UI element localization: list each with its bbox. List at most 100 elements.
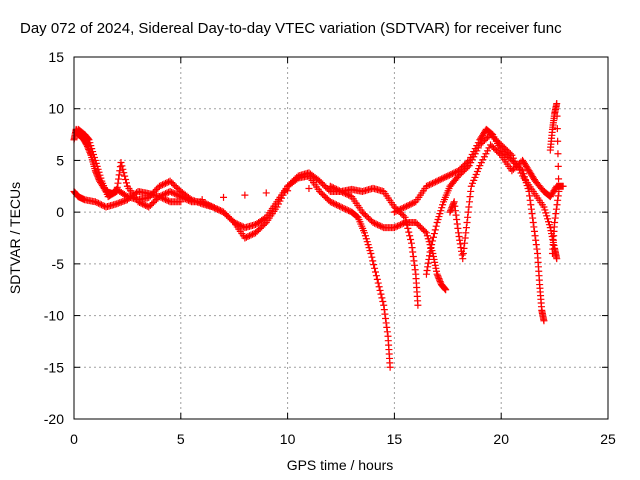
data-point	[174, 185, 182, 193]
data-point	[464, 163, 472, 171]
data-point	[291, 175, 299, 183]
data-point	[454, 172, 462, 180]
data-point	[236, 221, 244, 229]
data-point	[470, 153, 478, 161]
data-point	[325, 186, 333, 194]
data-point	[323, 195, 331, 203]
data-point	[329, 199, 337, 207]
x-tick-label: 5	[177, 431, 185, 447]
data-point	[412, 218, 420, 226]
data-point	[235, 221, 243, 229]
data-point	[509, 165, 517, 173]
y-tick-label: 15	[48, 49, 64, 65]
data-point	[463, 218, 471, 226]
data-point	[462, 224, 470, 232]
data-point	[226, 214, 234, 222]
data-point	[487, 131, 495, 139]
data-point	[554, 192, 562, 200]
y-tick-label: -20	[44, 411, 64, 427]
data-point	[317, 189, 325, 197]
data-point	[461, 239, 469, 247]
data-point	[413, 220, 421, 228]
data-point	[85, 145, 93, 153]
data-point	[467, 182, 475, 190]
data-point	[511, 164, 519, 172]
data-point	[369, 218, 377, 226]
data-point	[447, 205, 455, 213]
data-point	[547, 227, 555, 235]
data-point	[414, 301, 422, 309]
data-point	[320, 182, 328, 190]
data-point	[151, 197, 159, 205]
data-point	[145, 203, 153, 211]
data-point	[157, 193, 165, 201]
data-point	[85, 136, 93, 144]
data-point	[466, 193, 474, 201]
data-point	[464, 208, 472, 216]
data-point	[326, 198, 334, 206]
data-point	[382, 319, 390, 327]
data-point	[119, 165, 127, 173]
data-point	[232, 219, 240, 227]
data-point	[469, 179, 477, 187]
data-point	[209, 203, 217, 211]
x-tick-label: 20	[493, 431, 509, 447]
data-point	[422, 182, 430, 190]
data-point	[411, 261, 419, 269]
data-point	[337, 203, 345, 211]
data-point	[434, 272, 442, 280]
data-point	[467, 187, 475, 195]
data-point	[409, 248, 417, 256]
data-point	[434, 216, 442, 224]
series-arc-5	[422, 131, 561, 278]
data-point	[376, 286, 384, 294]
data-point	[432, 178, 440, 186]
data-point	[397, 205, 405, 213]
data-point	[491, 135, 499, 143]
data-point	[410, 199, 418, 207]
data-point	[322, 183, 330, 191]
y-tick-label: -15	[44, 359, 64, 375]
data-point	[451, 202, 459, 210]
data-point	[552, 205, 560, 213]
data-point	[438, 204, 446, 212]
data-point	[362, 235, 370, 243]
data-point	[258, 223, 266, 231]
y-tick-label: 0	[56, 204, 64, 220]
data-point	[360, 210, 368, 218]
data-point	[89, 148, 97, 156]
data-point	[115, 175, 123, 183]
data-point	[433, 218, 441, 226]
data-point	[332, 185, 340, 193]
data-point	[435, 176, 443, 184]
data-point	[287, 179, 295, 187]
data-point	[438, 175, 446, 183]
data-point	[95, 168, 103, 176]
data-point	[408, 244, 416, 252]
data-point	[380, 306, 388, 314]
data-point	[175, 192, 183, 200]
data-point	[433, 267, 441, 275]
data-point	[114, 179, 122, 187]
data-point	[496, 139, 504, 147]
data-point	[375, 221, 383, 229]
data-point	[121, 172, 129, 180]
data-point	[474, 144, 482, 152]
data-point	[465, 198, 473, 206]
data-point	[555, 175, 563, 183]
data-point	[249, 230, 257, 238]
data-point	[174, 191, 182, 199]
data-point	[398, 210, 406, 218]
data-point	[550, 241, 558, 249]
data-point	[553, 125, 561, 133]
data-point	[181, 195, 189, 203]
data-point	[115, 171, 123, 179]
data-point	[160, 180, 168, 188]
data-point	[168, 179, 176, 187]
data-point	[482, 150, 490, 158]
data-point	[334, 201, 342, 209]
data-point	[529, 218, 537, 226]
y-tick-label: 10	[48, 101, 64, 117]
data-point	[400, 212, 408, 220]
data-point	[166, 187, 174, 195]
